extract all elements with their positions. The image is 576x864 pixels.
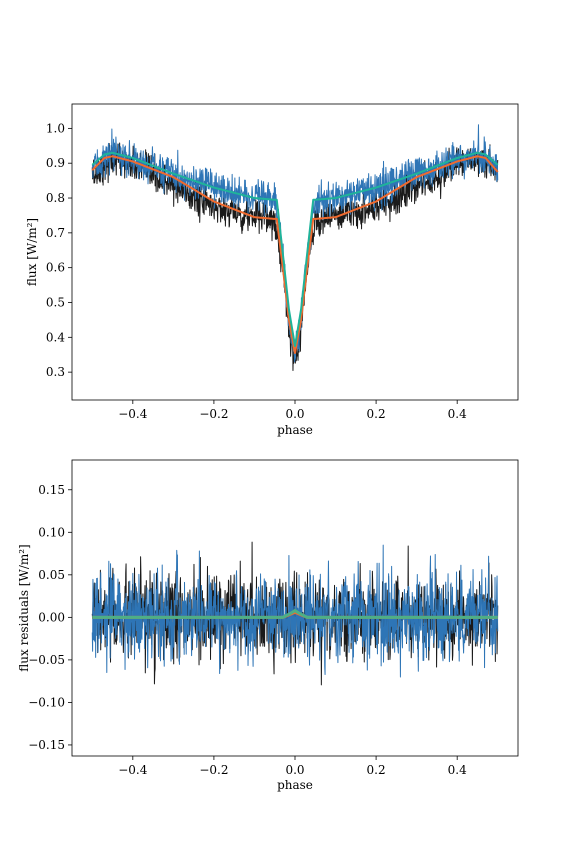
x-tick-label: −0.2 [199, 763, 228, 777]
x-tick-label: 0.4 [448, 407, 467, 421]
flux-series-1-line [91, 124, 499, 363]
x-tick-label: −0.4 [118, 763, 148, 777]
residuals-series-1-line [91, 544, 499, 678]
y-tick-label: 0.4 [46, 330, 65, 344]
flux-y-axis-label: flux [W/m²] [25, 218, 39, 286]
y-tick-label: −0.05 [28, 653, 65, 667]
x-tick-label: 0.2 [367, 763, 386, 777]
residuals-y-axis-label: flux residuals [W/m²] [17, 544, 31, 671]
residuals-series-group [91, 541, 499, 686]
residuals-x-axis-label: phase [277, 778, 313, 792]
flux-x-axis-label: phase [277, 423, 313, 437]
y-tick-label: 0.6 [46, 261, 65, 275]
y-tick-label: −0.15 [28, 738, 65, 752]
flux-series-group [91, 124, 499, 372]
x-tick-label: 0.0 [285, 407, 304, 421]
flux-x-ticks: −0.4 −0.2 0.0 0.2 0.4 [118, 400, 467, 421]
x-tick-label: −0.4 [118, 407, 148, 421]
y-tick-label: 0.10 [38, 525, 65, 539]
flux-series-0-line [91, 142, 499, 372]
y-tick-label: 0.05 [38, 568, 65, 582]
residuals-panel: −0.4 −0.2 0.0 0.2 0.4 −0.15 −0.10 −0.05 0.00 0.0… [17, 459, 519, 792]
y-tick-label: −0.10 [28, 695, 65, 709]
flux-series-2-line [91, 155, 499, 354]
y-tick-label: 0.9 [46, 156, 65, 170]
y-tick-label: 0.8 [46, 191, 65, 205]
y-tick-label: 0.3 [46, 365, 65, 379]
flux-y-ticks: 0.3 0.4 0.5 0.6 0.7 0.8 0.9 1.0 [46, 121, 72, 379]
y-tick-label: 0.00 [38, 610, 65, 624]
x-tick-label: −0.2 [199, 407, 228, 421]
residuals-y-ticks: −0.15 −0.10 −0.05 0.00 0.05 0.10 0.15 [28, 483, 72, 752]
flux-series-3-line [91, 151, 499, 348]
x-tick-label: 0.0 [285, 763, 304, 777]
y-tick-label: 0.15 [38, 483, 65, 497]
y-tick-label: 1.0 [46, 121, 65, 135]
x-tick-label: 0.4 [448, 763, 467, 777]
flux-panel: −0.4 −0.2 0.0 0.2 0.4 0.3 0.4 0.5 0.6 0.7 0.8 0.9 1… [25, 103, 519, 437]
y-tick-label: 0.5 [46, 295, 65, 309]
residuals-x-ticks: −0.4 −0.2 0.0 0.2 0.4 [118, 756, 467, 777]
x-tick-label: 0.2 [367, 407, 386, 421]
y-tick-label: 0.7 [46, 226, 65, 240]
residuals-series-3-line [91, 609, 499, 619]
